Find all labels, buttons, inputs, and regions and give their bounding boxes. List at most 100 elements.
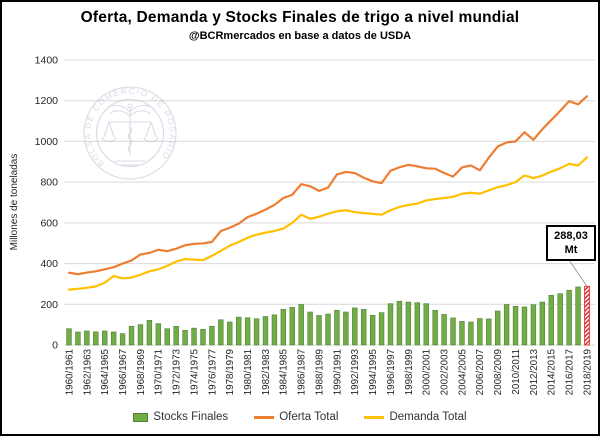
chart-subtitle: @BCRmercados en base a datos de USDA: [188, 30, 412, 42]
stocks-bar: [298, 304, 304, 346]
stocks-bar: [503, 304, 510, 346]
y-axis-title: Millones de toneladas: [9, 154, 20, 251]
x-axis-tick-label: 1998/1999: [404, 349, 415, 395]
x-axis-tick-label: 1978/1979: [225, 349, 236, 395]
stocks-bar: [477, 318, 483, 346]
stocks-bar: [244, 317, 251, 346]
stocks-bar: [521, 306, 528, 346]
stocks-bar: [361, 309, 367, 346]
y-axis-tick-label: 200: [40, 299, 58, 311]
stocks-bar: [271, 314, 278, 346]
stocks-bar: [450, 317, 456, 346]
chart-title: Oferta, Demanda y Stocks Finales de trig…: [80, 9, 520, 26]
stocks-bar: [539, 301, 546, 346]
x-axis-tick-label: 1960/1961: [64, 349, 75, 395]
stocks-bar: [137, 324, 144, 346]
stocks-bar: [218, 319, 224, 346]
stocks-bar: [75, 331, 81, 346]
legend-swatch-oferta: [254, 415, 275, 419]
stocks-bar: [459, 321, 465, 346]
legend-swatch-demanda: [364, 415, 385, 419]
x-axis-tick-label: 1966/1967: [118, 349, 129, 395]
annotation-value: 288,03: [554, 230, 588, 242]
stocks-bar: [110, 331, 117, 346]
stocks-bar: [387, 303, 394, 346]
x-axis-tick-label: 2006/2007: [475, 349, 486, 395]
stocks-bar: [512, 306, 519, 346]
stocks-bar: [369, 314, 376, 346]
stocks-bar: [325, 313, 331, 346]
x-axis-tick-label: 2002/2003: [440, 348, 451, 395]
stocks-bar: [84, 330, 90, 346]
stocks-bar: [102, 330, 108, 346]
annotation-leader-line: [568, 259, 588, 287]
series-lines: [67, 95, 589, 291]
stocks-bar: [128, 325, 135, 346]
y-axis-tick-label: 600: [40, 217, 58, 229]
x-axis-tick-label: 1974/1975: [189, 348, 200, 395]
annotation-unit: Mt: [564, 244, 578, 256]
stocks-bar: [235, 316, 242, 346]
stocks-bar: [119, 333, 126, 346]
y-axis-tick-label: 1200: [35, 95, 59, 107]
x-axis-tick-label: 1964/1965: [100, 348, 111, 395]
legend-label-demanda: Demanda Total: [389, 411, 467, 423]
stocks-bar: [396, 300, 403, 346]
demanda-total-line: [67, 156, 589, 291]
stocks-bars: [66, 285, 590, 346]
stocks-bar: [530, 304, 537, 346]
x-axis-tick-label: 1970/1971: [154, 349, 165, 395]
stocks-bar: [548, 295, 554, 346]
x-axis-tick-label: 1980/1981: [243, 349, 254, 395]
stocks-bar-highlighted: [584, 285, 590, 346]
x-axis-tick-label: 2010/2011: [511, 349, 522, 395]
x-axis-tick-label: 1992/1993: [350, 348, 361, 395]
x-axis-tick-label: 2004/2005: [457, 348, 468, 395]
stocks-bar: [494, 310, 501, 346]
x-axis-tick-label: 1986/1987: [297, 349, 308, 395]
stocks-bar: [182, 330, 188, 346]
y-axis-tick-label: 800: [40, 177, 58, 189]
stocks-bar: [262, 316, 269, 346]
legend-item-demanda-total: Demanda Total: [364, 411, 467, 423]
stocks-bar: [280, 309, 287, 346]
x-axis-tick-label: 2008/2009: [493, 349, 504, 395]
stocks-bar: [352, 307, 358, 346]
x-axis-tick-label: 1984/1985: [279, 348, 290, 395]
stocks-bar: [378, 312, 385, 346]
legend-swatch-stocks: [133, 412, 149, 422]
oferta-total-line: [67, 95, 589, 276]
caduceus-scales-emblem: [101, 103, 159, 166]
stocks-bar: [343, 311, 349, 346]
stocks-bar: [307, 311, 313, 346]
stocks-bar: [253, 318, 260, 346]
axis-labels: 0 200 400 600 800 1000 1200 1400 Millones de ton…: [9, 55, 593, 396]
stocks-bar: [164, 328, 170, 346]
x-axis-tick-label: 1982/1983: [261, 348, 272, 395]
annotation-leader: [568, 259, 588, 287]
x-axis-tick-label: 1988/1989: [314, 349, 325, 395]
x-axis-tick-label: 1990/1991: [332, 349, 343, 395]
y-axis-tick-label: 0: [52, 340, 58, 352]
stocks-bar: [200, 329, 206, 346]
stocks-bar: [289, 307, 295, 346]
stocks-bar: [566, 289, 572, 346]
x-axis-tick-label: 1962/1963: [82, 348, 93, 395]
stocks-bar: [155, 323, 162, 346]
stocks-bar: [93, 331, 99, 346]
stocks-bar: [316, 315, 322, 346]
x-axis-tick-label: 1996/1997: [386, 349, 397, 395]
x-axis-tick-label: 1968/1969: [136, 349, 147, 395]
x-axis-tick-label: 1994/1995: [368, 348, 379, 395]
y-axis-tick-label: 1000: [35, 136, 59, 148]
stocks-bar: [334, 310, 340, 346]
stocks-bar: [414, 302, 421, 346]
x-axis-tick-label: 2000/2001: [422, 349, 433, 395]
legend-item-oferta-total: Oferta Total: [254, 411, 338, 423]
stocks-bar: [423, 303, 429, 346]
y-axis-tick-label: 1400: [35, 55, 59, 67]
x-axis-tick-label: 2018/2019: [582, 349, 593, 395]
legend: Stocks Finales Oferta Total Demanda Tota…: [2, 411, 598, 423]
stocks-bar: [486, 318, 492, 346]
